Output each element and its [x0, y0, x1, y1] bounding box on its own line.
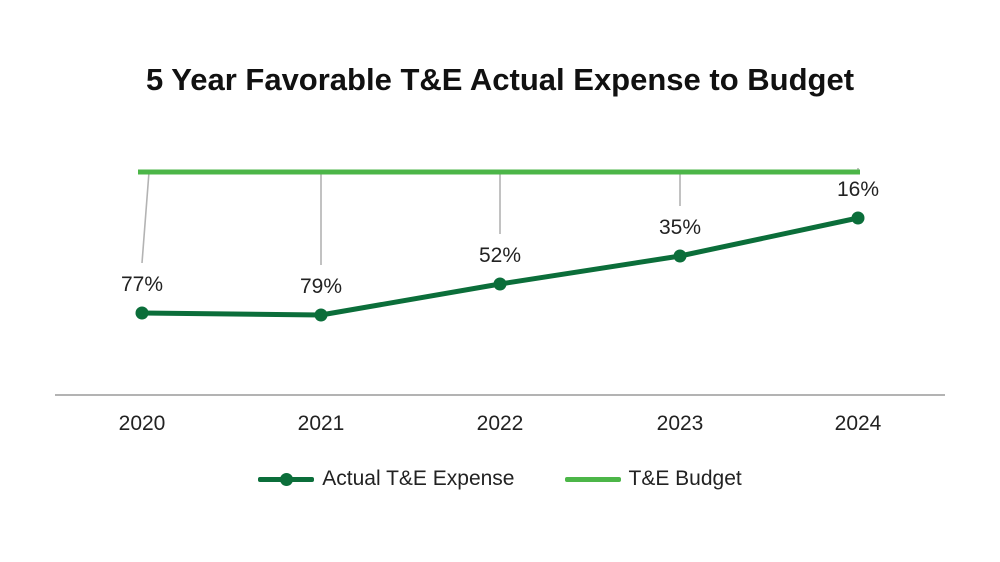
data-label-2022: 52% [479, 244, 521, 267]
x-tick-label-2021: 2021 [298, 412, 345, 435]
data-label-2021: 79% [300, 275, 342, 298]
data-point-2020 [135, 306, 149, 320]
chart-title: 5 Year Favorable T&E Actual Expense to B… [145, 62, 855, 97]
x-tick-label-2023: 2023 [657, 412, 704, 435]
x-tick-label-2024: 2024 [835, 412, 882, 435]
legend-label-budget: T&E Budget [628, 467, 742, 490]
leader-line-2020 [141, 171, 150, 264]
data-labels: 77% 79% 52% 35% 16% [121, 178, 879, 298]
data-point-2024 [851, 211, 865, 225]
actual-series-points [135, 211, 865, 322]
x-tick-label-2020: 2020 [119, 412, 166, 435]
data-point-2021 [314, 308, 328, 322]
legend-swatch-budget [564, 464, 621, 494]
data-label-2023: 35% [659, 216, 701, 239]
legend-item-actual: Actual T&E Expense [258, 464, 515, 494]
data-label-2024: 16% [837, 178, 879, 201]
x-tick-label-2022: 2022 [477, 412, 524, 435]
data-point-2022 [493, 277, 507, 291]
legend: Actual T&E Expense T&E Budget [0, 464, 1000, 494]
legend-swatch-actual [258, 464, 315, 494]
legend-label-actual: Actual T&E Expense [322, 467, 515, 490]
data-point-2023 [673, 249, 687, 263]
leader-lines [141, 168, 859, 265]
legend-item-budget: T&E Budget [564, 464, 742, 494]
data-label-2020: 77% [121, 273, 163, 296]
x-tick-labels: 2020 2021 2022 2023 2024 [119, 412, 882, 435]
